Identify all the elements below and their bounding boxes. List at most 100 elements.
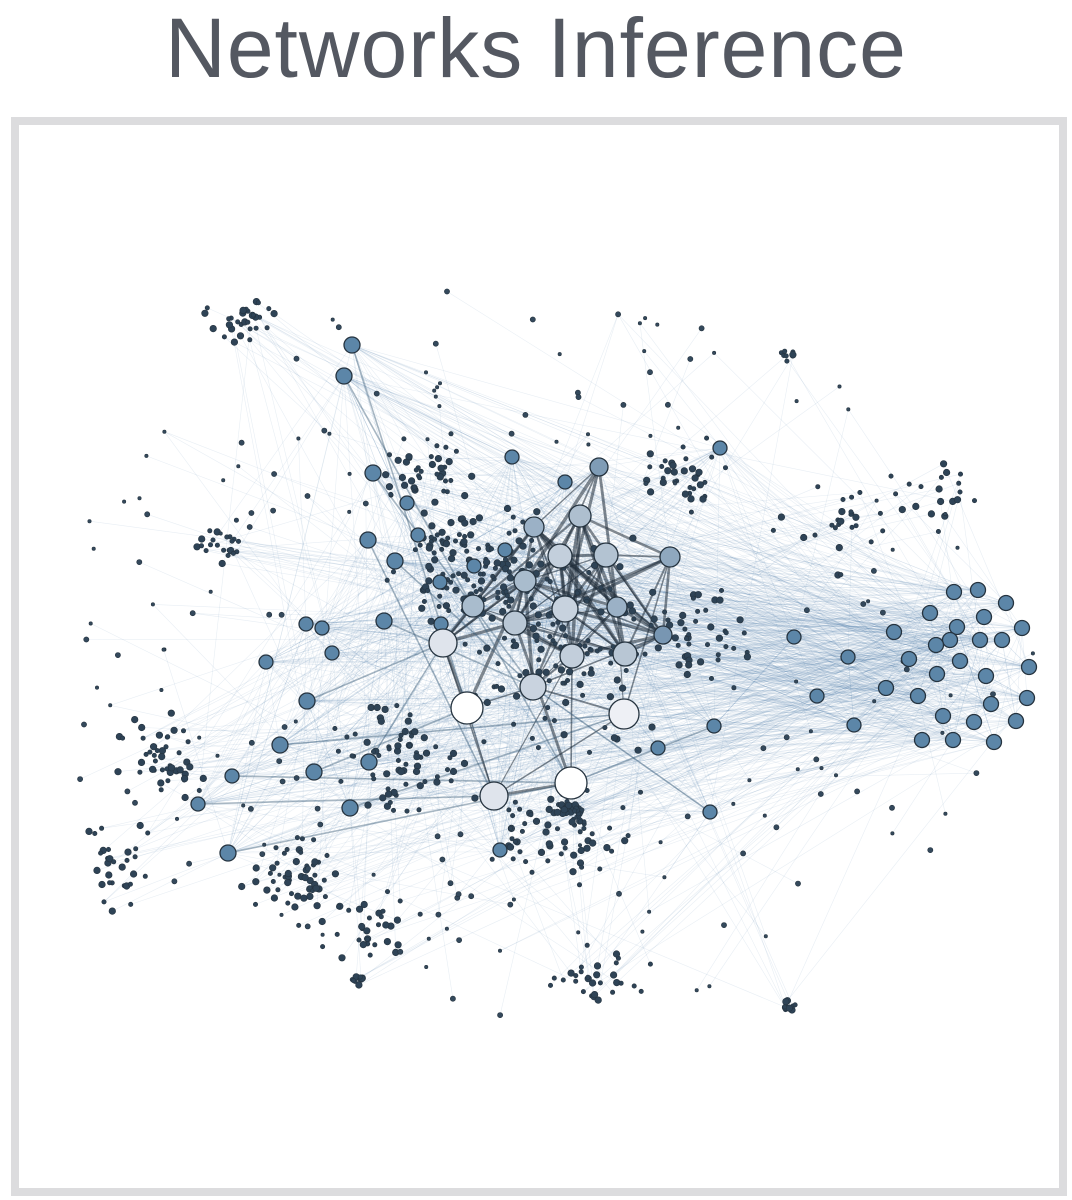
network-edge <box>383 620 396 953</box>
network-node-small <box>248 510 255 516</box>
network-node-small <box>703 607 709 613</box>
network-edge <box>378 456 513 914</box>
network-edge <box>353 673 938 981</box>
network-edge <box>279 744 370 763</box>
figure-title: Networks Inference <box>165 1 907 95</box>
network-edge <box>199 639 1003 791</box>
network-node-medium <box>809 688 825 704</box>
network-edge <box>186 612 931 763</box>
network-node-small <box>547 795 555 803</box>
network-edge <box>394 502 408 562</box>
network-node-small <box>679 611 687 620</box>
network-node-small <box>377 717 385 725</box>
network-node-small <box>580 692 586 698</box>
network-node-small <box>360 900 368 909</box>
network-edge <box>847 656 855 726</box>
network-edge <box>383 466 600 622</box>
network-node-small <box>167 709 175 717</box>
network-edge <box>206 534 419 551</box>
network-node-small <box>948 693 953 698</box>
network-edge <box>598 466 671 558</box>
network-edge <box>908 658 975 723</box>
network-edge <box>908 658 992 705</box>
network-node-medium <box>399 495 415 511</box>
network-node-small <box>942 468 951 477</box>
network-node-small <box>301 873 309 882</box>
network-edge <box>816 695 995 743</box>
network-node-small <box>114 768 122 776</box>
network-edge <box>493 656 849 797</box>
network-node-small <box>87 519 92 524</box>
network-node-small <box>731 685 737 691</box>
network-edge <box>420 639 951 786</box>
network-node-medium <box>877 679 895 697</box>
network-edge <box>533 314 619 528</box>
network-edge <box>510 556 671 829</box>
network-node-small <box>433 778 441 786</box>
network-node-small <box>483 698 491 707</box>
network-node-small <box>709 454 715 460</box>
network-edge <box>313 560 396 773</box>
network-edge <box>372 472 944 717</box>
network-edge <box>417 474 438 536</box>
network-edge <box>493 686 534 797</box>
network-edge <box>613 589 979 976</box>
network-edge <box>227 807 351 854</box>
network-edge <box>493 622 516 797</box>
network-edge <box>504 496 852 551</box>
network-node-small <box>565 668 574 676</box>
network-edge <box>324 639 951 881</box>
network-edge <box>499 725 715 851</box>
network-edge <box>589 602 1007 753</box>
network-node-small <box>535 621 541 627</box>
network-edge <box>372 472 534 688</box>
network-node-small <box>501 635 507 641</box>
network-node-small <box>432 388 437 393</box>
network-node-small <box>659 478 667 487</box>
network-node-small <box>407 743 413 749</box>
network-node-small <box>681 490 690 498</box>
network-edge <box>306 642 444 702</box>
network-node-medium <box>977 667 995 685</box>
network-node-small <box>494 683 500 689</box>
network-node-medium <box>314 620 330 636</box>
network-edge <box>349 456 432 809</box>
network-node-small <box>578 969 584 975</box>
network-node-medium <box>360 753 378 771</box>
network-edge <box>719 447 895 633</box>
network-node-small <box>693 618 699 624</box>
network-edge <box>313 771 577 818</box>
network-node-small <box>465 577 471 583</box>
network-edge <box>563 466 601 610</box>
network-edge <box>279 713 625 746</box>
network-node-small <box>625 833 631 839</box>
network-edge <box>956 626 995 743</box>
network-node-small <box>181 728 187 734</box>
network-node-small <box>417 542 423 548</box>
network-node-small <box>840 496 846 502</box>
network-node-small <box>397 948 404 955</box>
network-edge <box>921 720 1017 741</box>
network-edge <box>388 616 985 790</box>
network-edge <box>197 574 839 805</box>
network-edge <box>895 493 981 641</box>
network-node-small <box>506 574 515 582</box>
network-node-small <box>214 542 220 548</box>
network-edge <box>662 634 855 726</box>
network-node-small <box>106 846 112 852</box>
network-node-small <box>837 517 845 525</box>
network-edge <box>504 549 715 727</box>
network-node-medium <box>359 531 377 549</box>
network-edge <box>372 472 572 784</box>
network-edge <box>847 527 853 658</box>
network-edge <box>442 642 995 743</box>
network-node-small <box>637 321 642 326</box>
network-node-small <box>455 891 462 898</box>
network-edge <box>314 639 981 876</box>
network-edge <box>564 481 651 493</box>
network-edge <box>236 375 345 552</box>
network-edge <box>375 639 981 752</box>
network-node-small <box>407 712 413 718</box>
network-edge <box>265 661 887 689</box>
network-node-small <box>718 587 724 593</box>
